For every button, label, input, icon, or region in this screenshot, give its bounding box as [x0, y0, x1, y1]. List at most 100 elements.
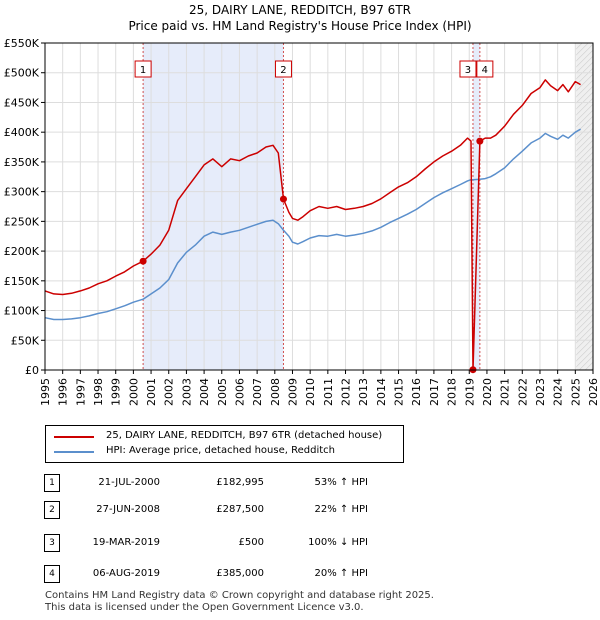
x-tick-label: 2006: [233, 378, 246, 406]
marker-badge: 1: [134, 60, 152, 78]
x-tick-label: 2024: [552, 378, 565, 406]
marker-badge: 4: [476, 60, 494, 78]
sale-hpi-diff: 53% ↑ HPI: [314, 477, 368, 488]
chart-title: 25, DAIRY LANE, REDDITCH, B97 6TR: [189, 3, 411, 17]
forecast-hatch: [576, 85, 594, 104]
forecast-hatch: [576, 307, 594, 326]
table-row: 1 21-JUL-2000 £182,995 53% ↑ HPI: [0, 474, 600, 494]
x-tick-label: 2019: [463, 378, 476, 406]
sale-price: £385,000: [216, 568, 264, 579]
x-tick-label: 2025: [569, 378, 582, 406]
marker-label: 4: [482, 65, 488, 76]
x-tick-label: 1995: [39, 378, 52, 406]
series-line-hpi: [44, 128, 581, 321]
x-tick-label: 1998: [92, 378, 105, 406]
x-tick-label: 2011: [322, 378, 335, 406]
shaded-range: [143, 43, 284, 370]
y-tick-label: £250K: [4, 215, 40, 228]
x-tick-label: 2010: [304, 378, 317, 406]
table-row: 3 19-MAR-2019 £500 100% ↓ HPI: [0, 534, 600, 554]
x-tick-label: 2002: [163, 378, 176, 406]
table-row: 2 27-JUN-2008 £287,500 22% ↑ HPI: [0, 501, 600, 521]
x-tick-label: 2017: [428, 378, 441, 406]
sale-point: [139, 257, 147, 265]
x-tick-label: 2021: [499, 378, 512, 406]
x-tick-label: 2023: [534, 378, 547, 406]
y-tick-label: £150K: [4, 275, 40, 288]
x-tick-label: 2009: [286, 378, 299, 406]
sale-date: 27-JUN-2008: [96, 504, 160, 515]
footer-copyright: Contains HM Land Registry data © Crown c…: [45, 590, 434, 601]
sale-point: [279, 195, 287, 203]
x-tick-label: 2022: [516, 378, 529, 406]
forecast-hatch: [576, 199, 594, 218]
legend: 25, DAIRY LANE, REDDITCH, B97 6TR (detac…: [45, 425, 404, 463]
x-tick-label: 1999: [110, 378, 123, 406]
forecast-hatch: [576, 313, 594, 332]
footer-license: This data is licensed under the Open Gov…: [45, 602, 364, 613]
legend-label-property: 25, DAIRY LANE, REDDITCH, B97 6TR (detac…: [106, 430, 383, 441]
y-tick-label: £0: [25, 364, 39, 377]
marker-box: [459, 60, 477, 78]
sale-hpi-diff: 100% ↓ HPI: [308, 537, 368, 548]
x-tick-label: 2016: [410, 378, 423, 406]
y-tick-label: £100K: [4, 305, 40, 318]
y-tick-label: £50K: [11, 334, 40, 347]
x-tick-label: 1997: [74, 378, 87, 406]
x-tick-label: 2014: [375, 378, 388, 406]
y-tick-label: £350K: [4, 156, 40, 169]
forecast-hatch: [576, 301, 594, 320]
marker-label: 1: [140, 65, 146, 76]
marker-label: 3: [465, 65, 471, 76]
y-tick-label: £200K: [4, 245, 40, 258]
sale-number: 2: [44, 501, 60, 519]
x-tick-label: 2018: [446, 378, 459, 406]
sale-number: 1: [44, 474, 60, 492]
price-chart: £0 £50K £100K £150K £200K £250K £300K £350K £400…: [4, 37, 600, 406]
forecast-hatch: [576, 193, 594, 212]
marker-badge: 3: [459, 60, 477, 78]
marker-box: [134, 60, 152, 78]
forecast-hatch: [576, 91, 594, 110]
footer: Contains HM Land Registry data © Crown c…: [45, 590, 434, 614]
plot-border: [44, 42, 594, 371]
x-tick-label: 2012: [340, 378, 353, 406]
marker-box: [274, 60, 292, 78]
shaded-range: [472, 43, 480, 370]
series-line-property: [44, 79, 581, 371]
y-tick-label: £500K: [4, 67, 40, 80]
sale-hpi-diff: 20% ↑ HPI: [314, 568, 368, 579]
sale-number: 3: [44, 534, 60, 552]
sale-date: 21-JUL-2000: [98, 477, 160, 488]
chart-subtitle: Price paid vs. HM Land Registry's House …: [128, 19, 472, 33]
x-tick-label: 2008: [269, 378, 282, 406]
y-tick-label: £550K: [4, 37, 40, 50]
marker-label: 2: [280, 65, 286, 76]
y-tick-label: £400K: [4, 126, 40, 139]
marker-box: [476, 60, 494, 78]
x-tick-label: 2007: [251, 378, 264, 406]
sale-price: £500: [238, 537, 264, 548]
x-tick-label: 2013: [357, 378, 370, 406]
legend-label-hpi: HPI: Average price, detached house, Redd…: [106, 445, 335, 456]
sale-number: 4: [44, 565, 60, 583]
sale-price: £287,500: [216, 504, 264, 515]
legend-line-hpi: [54, 451, 94, 453]
y-tick-label: £450K: [4, 96, 40, 109]
sale-hpi-diff: 22% ↑ HPI: [314, 504, 368, 515]
sale-date: 06-AUG-2019: [92, 568, 160, 579]
marker-badge: 2: [274, 60, 292, 78]
sale-price: £182,995: [216, 477, 264, 488]
x-tick-label: 2000: [127, 378, 140, 406]
x-tick-label: 2015: [393, 378, 406, 406]
sale-date: 19-MAR-2019: [92, 537, 160, 548]
sale-point: [476, 137, 484, 145]
table-row: 4 06-AUG-2019 £385,000 20% ↑ HPI: [0, 565, 600, 585]
x-tick-label: 2026: [587, 378, 600, 406]
forecast-band: [576, 43, 593, 370]
x-tick-label: 2005: [216, 378, 229, 406]
y-tick-label: £300K: [4, 186, 40, 199]
x-tick-label: 2001: [145, 378, 158, 406]
x-tick-label: 2004: [198, 378, 211, 406]
x-tick-label: 1996: [57, 378, 70, 406]
